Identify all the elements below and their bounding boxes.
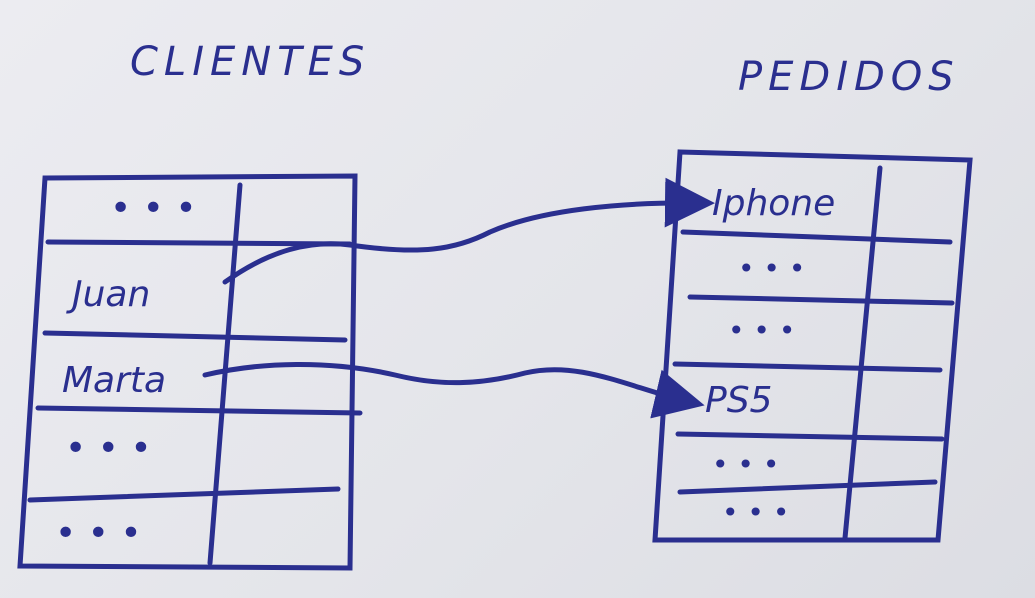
right-table-column-divider [842, 165, 883, 541]
right-table-row-line [680, 229, 953, 245]
left-table-row-line [45, 239, 353, 247]
right-row-5: • • • [712, 448, 779, 481]
right-table-row-line [687, 294, 955, 306]
right-row-4: PS5 [705, 380, 772, 421]
right-row-6: • • • [722, 496, 789, 529]
left-row-3: Marta [62, 360, 166, 401]
left-row-4: • • • [65, 428, 152, 469]
left-table-row-line [27, 486, 341, 503]
left-row-1: • • • [110, 188, 197, 229]
left-row-5: • • • [55, 513, 142, 554]
right-table [652, 149, 973, 543]
left-table-row-line [42, 330, 348, 343]
right-row-3: • • • [728, 314, 795, 347]
right-table-row-line [677, 479, 938, 495]
right-row-2: • • • [738, 252, 805, 285]
left-table [17, 173, 363, 571]
right-table-title: PEDIDOS [738, 54, 960, 100]
right-table-row-line [672, 361, 943, 373]
left-row-2: Juan [66, 274, 150, 315]
link-arrow-marta-ps5 [202, 362, 705, 419]
left-table-row-line [35, 405, 363, 416]
link-arrow-juan-iphone [222, 177, 715, 285]
left-table-outline [17, 173, 358, 571]
right-table-row-line [675, 431, 945, 442]
left-table-title: CLIENTES [130, 39, 370, 85]
right-row-1: Iphone [712, 183, 835, 224]
left-table-column-divider [207, 182, 243, 566]
